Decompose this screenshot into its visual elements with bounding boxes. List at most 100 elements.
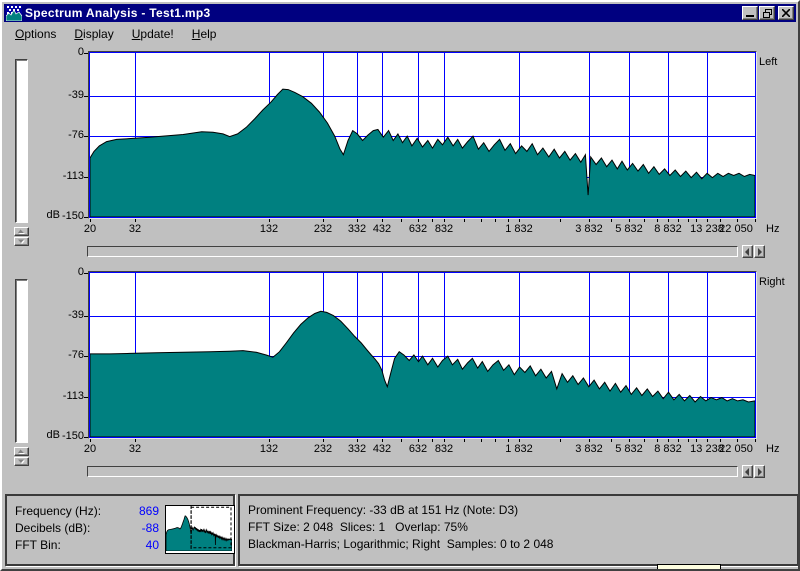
- x-tick-mark: [269, 219, 270, 222]
- scroll-left-button-right[interactable]: [742, 465, 753, 478]
- x-minor-tick-mark: [560, 439, 561, 442]
- plot-frame-right: [88, 271, 757, 439]
- x-axis-label-left: 832: [434, 223, 454, 235]
- y-tick-mark: [84, 136, 88, 138]
- minimize-button[interactable]: [742, 6, 758, 20]
- restore-button[interactable]: [759, 6, 775, 20]
- db-unit-label-left: dB: [46, 209, 60, 221]
- x-axis-label-left: 32: [128, 223, 142, 235]
- amplitude-spinner-left: [14, 227, 29, 246]
- down-arrow-icon: [18, 239, 25, 244]
- x-axis-label-right: 20: [83, 443, 97, 455]
- x-minor-tick-mark: [696, 439, 697, 442]
- x-axis-label-left: 632: [408, 223, 428, 235]
- decibels-value: -88: [141, 521, 159, 535]
- x-axis-label-right: 832: [434, 443, 454, 455]
- menu-item-options[interactable]: Options: [15, 26, 57, 41]
- spin-up-button-right[interactable]: [14, 447, 29, 456]
- frequency-label: Frequency (Hz):: [15, 504, 102, 518]
- y-axis-label-left: -150: [61, 210, 84, 222]
- x-tick-mark: [90, 439, 91, 442]
- hz-unit-label-left: Hz: [766, 223, 780, 235]
- x-minor-tick-mark: [495, 439, 496, 442]
- spectrum-plot-right[interactable]: [89, 272, 756, 438]
- menu-item-display[interactable]: Display: [74, 26, 114, 41]
- scroll-right-button-right[interactable]: [754, 465, 765, 478]
- scroll-right-button-left[interactable]: [754, 245, 765, 258]
- spectrum-plot-left[interactable]: [89, 52, 756, 218]
- x-minor-tick-mark: [611, 219, 612, 222]
- channel-label-left: Left: [759, 56, 778, 68]
- x-tick-mark: [755, 219, 756, 222]
- x-tick-mark: [382, 439, 383, 442]
- x-tick-mark: [629, 219, 630, 222]
- x-axis-label-right: 13 238: [690, 443, 724, 455]
- left-arrow-icon: [745, 247, 749, 256]
- x-axis-label-right: 3 832: [575, 443, 603, 455]
- x-minor-tick-mark: [432, 219, 433, 222]
- y-tick-mark: [84, 53, 88, 54]
- menu-item-update[interactable]: Update!: [131, 26, 174, 41]
- x-axis-label-left: 332: [347, 223, 367, 235]
- x-axis-label-left: 132: [259, 223, 279, 235]
- y-tick-mark: [84, 273, 88, 274]
- x-tick-mark: [668, 219, 669, 222]
- x-tick-mark: [135, 219, 136, 222]
- x-axis-label-left: 5 832: [615, 223, 643, 235]
- x-tick-mark: [357, 439, 358, 442]
- minimize-icon: [746, 15, 754, 17]
- close-icon: [782, 9, 790, 17]
- prominent-frequency-line: Prominent Frequency: -33 dB at 151 Hz (N…: [248, 503, 519, 517]
- y-axis-label-right: -76: [68, 349, 84, 362]
- right-arrow-icon: [758, 467, 762, 476]
- x-axis-label-left: 20: [83, 223, 97, 235]
- y-tick-mark: [84, 396, 88, 398]
- x-axis-label-right: 132: [259, 443, 279, 455]
- fft-bin-label: FFT Bin:: [15, 538, 61, 552]
- close-button[interactable]: [778, 6, 794, 20]
- x-tick-mark: [629, 439, 630, 442]
- y-axis-label-left: -113: [62, 169, 84, 182]
- x-minor-tick-mark: [657, 439, 658, 442]
- amplitude-slider-left[interactable]: [15, 59, 28, 223]
- spin-down-button-right[interactable]: [14, 457, 29, 466]
- x-minor-tick-mark: [401, 439, 402, 442]
- left-channel-chart: Left dB Hz 0 -39 -76 -113 -150 20 32 132 232 332 432 6…: [2, 46, 798, 267]
- x-axis-label-right: 1 832: [505, 443, 533, 455]
- x-minor-tick-mark: [678, 219, 679, 222]
- spectrum-thumbnail[interactable]: [165, 505, 235, 554]
- title-bar[interactable]: Spectrum Analysis - Test1.mp3: [4, 4, 796, 22]
- scroll-left-button-left[interactable]: [742, 245, 753, 258]
- frequency-scrollbar-left[interactable]: [87, 246, 738, 257]
- frequency-scrollbar-right[interactable]: [87, 466, 738, 477]
- x-minor-tick-mark: [644, 439, 645, 442]
- thumbnail-plot: [165, 506, 233, 552]
- spin-up-button-left[interactable]: [14, 227, 29, 236]
- spin-down-button-left[interactable]: [14, 237, 29, 246]
- y-axis-label-left: -76: [68, 129, 84, 142]
- menu-item-help[interactable]: Help: [191, 26, 217, 41]
- amplitude-slider-right[interactable]: [15, 279, 28, 443]
- x-minor-tick-mark: [678, 439, 679, 442]
- x-tick-mark: [323, 439, 324, 442]
- x-minor-tick-mark: [481, 219, 482, 222]
- x-axis-label-right: 332: [347, 443, 367, 455]
- plot-frame-left: [88, 51, 757, 219]
- fft-size-line: FFT Size: 2 048 Slices: 1 Overlap: 75%: [248, 520, 468, 534]
- decibels-label: Decibels (dB):: [15, 521, 91, 535]
- menu-bar: Options Display Update! Help: [4, 23, 796, 44]
- x-minor-tick-mark: [737, 439, 738, 442]
- y-tick-mark: [84, 176, 88, 178]
- x-axis-label-left: 13 238: [690, 223, 724, 235]
- y-axis-label-left: 0: [77, 46, 84, 58]
- x-tick-mark: [589, 439, 590, 442]
- window-title: Spectrum Analysis - Test1.mp3: [25, 6, 211, 20]
- x-axis-label-right: 5 832: [615, 443, 643, 455]
- right-channel-chart: Right dB Hz 0 -39 -76 -113 -150 20 32 132 232 332 432…: [2, 266, 798, 487]
- x-minor-tick-mark: [688, 439, 689, 442]
- x-minor-tick-mark: [508, 219, 509, 222]
- x-axis-label-right: 22 050: [719, 443, 753, 455]
- x-axis-label-left: 232: [313, 223, 333, 235]
- x-minor-tick-mark: [720, 219, 721, 222]
- y-axis-label-right: -150: [61, 430, 84, 442]
